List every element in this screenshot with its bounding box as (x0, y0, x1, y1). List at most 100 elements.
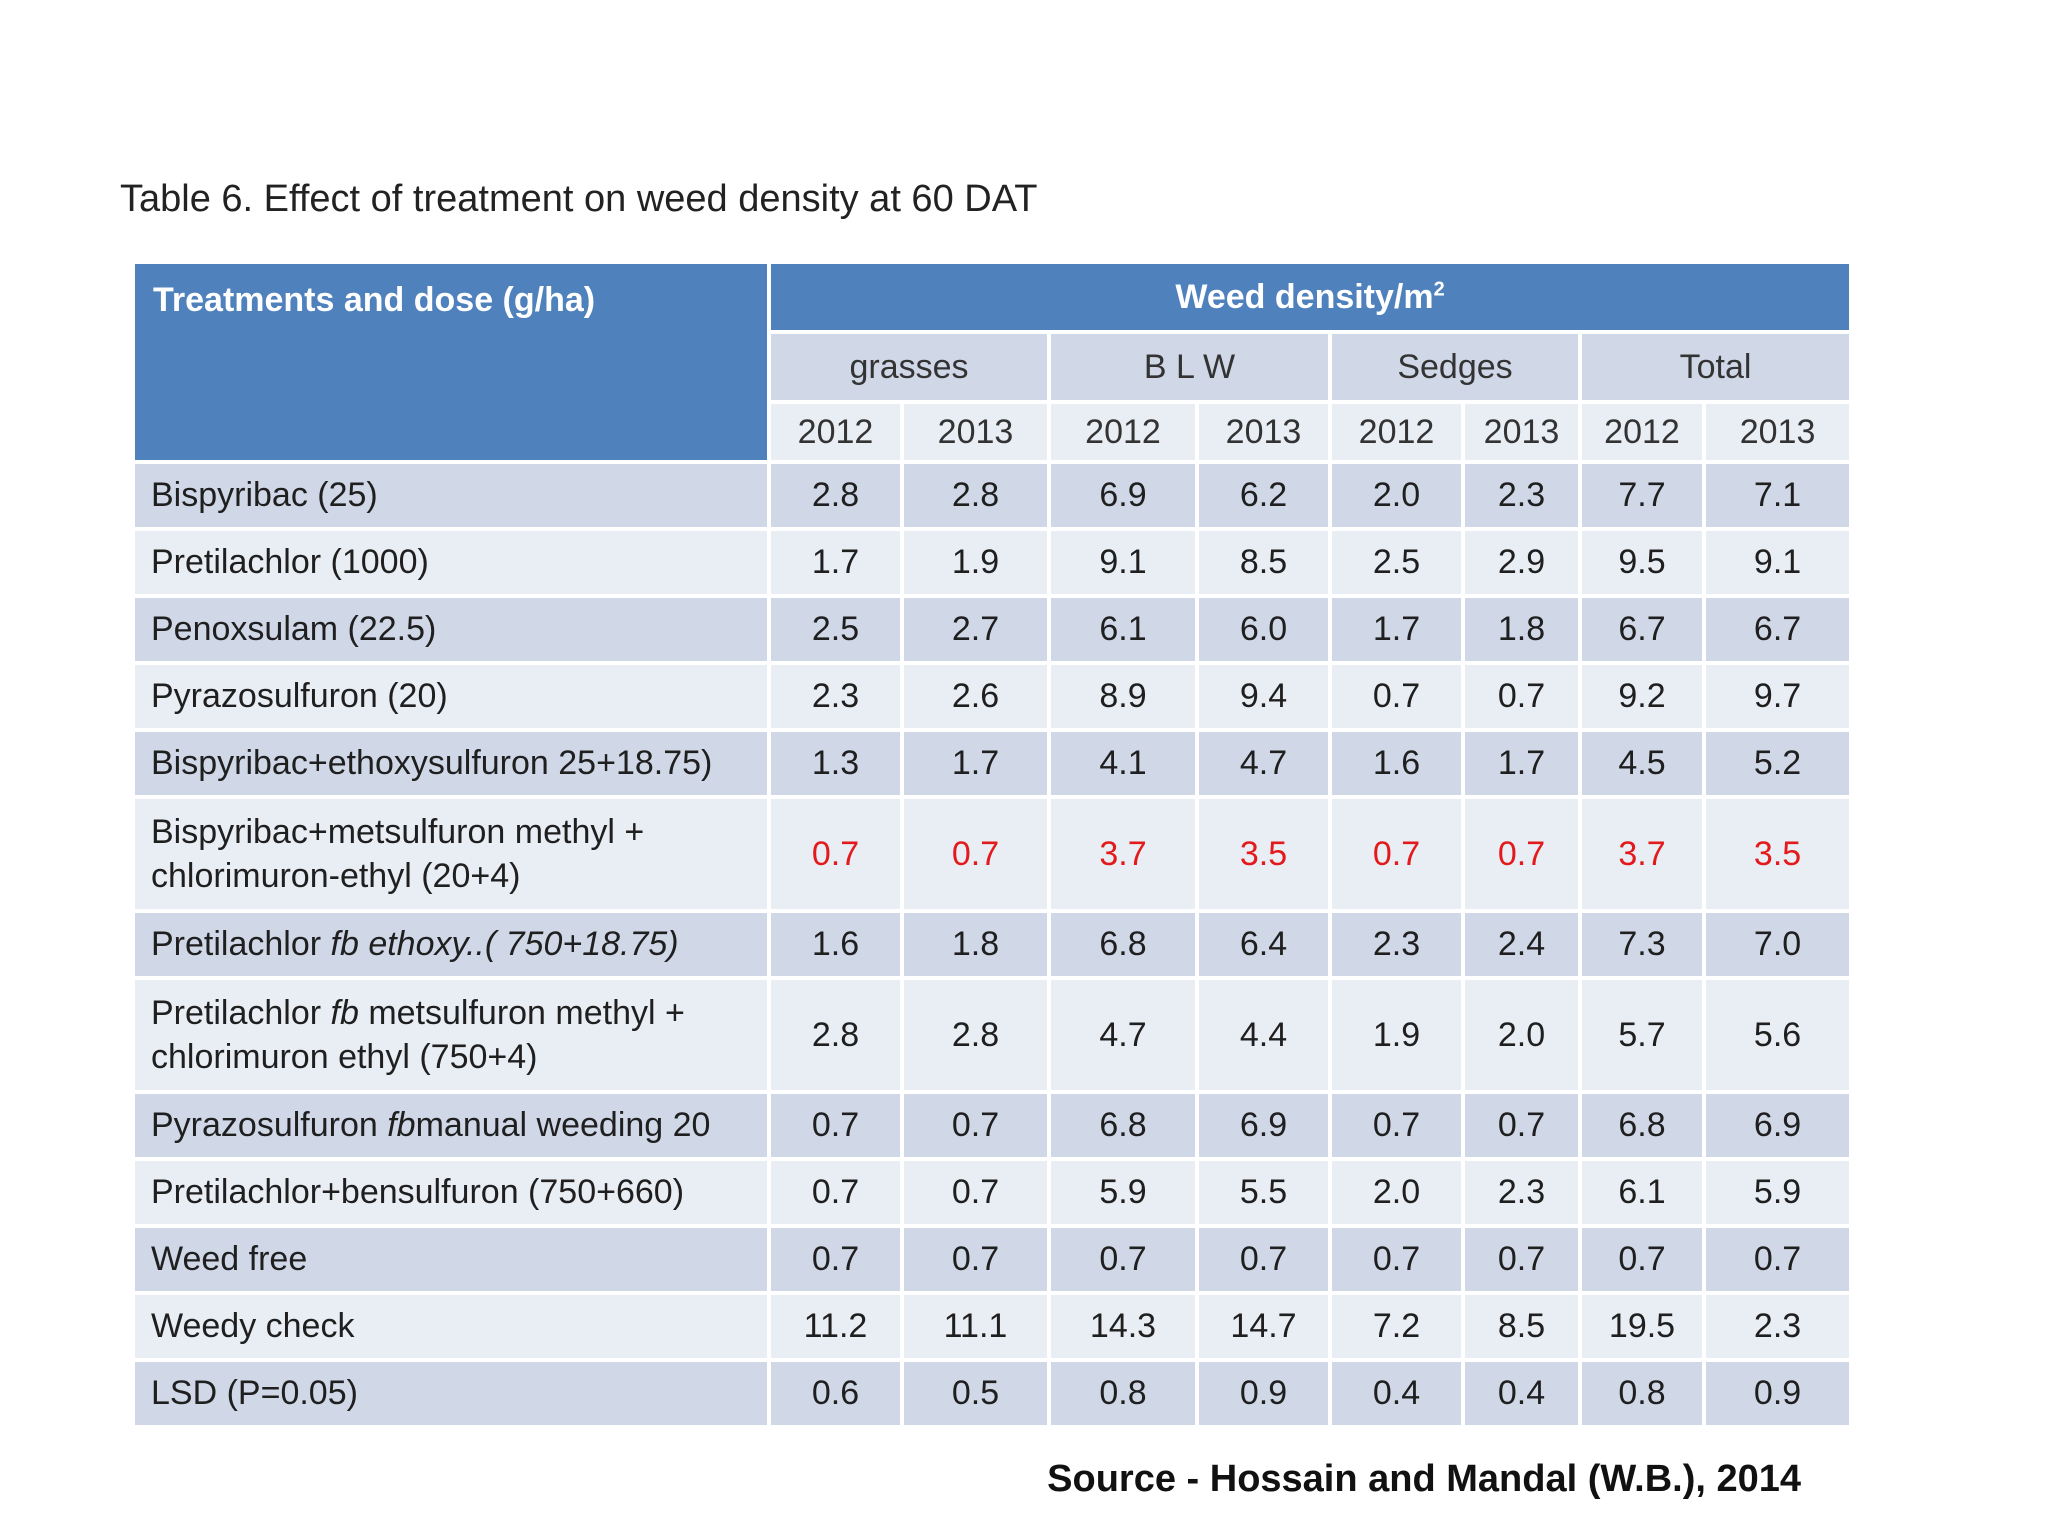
treatment-name-cell: Weed free (131, 1224, 771, 1295)
value-cell: 11.1 (900, 1291, 1051, 1362)
treatment-text: Bispyribac+ethoxysulfuron 25+18.75) (151, 744, 713, 783)
group-header-grasses: grasses (767, 330, 1051, 404)
value-cell: 3.5 (1195, 795, 1332, 913)
value-cell: 0.7 (1461, 795, 1582, 913)
value-cell: 2.0 (1328, 1157, 1465, 1228)
treatment-name-cell: Penoxsulam (22.5) (131, 594, 771, 665)
value-cell: 2.3 (767, 661, 904, 732)
weed-density-table: Treatments and dose (g/ha) Weed density/… (131, 260, 1854, 1429)
treatment-name-cell: Pretilachlor fb ethoxy..( 750+18.75) (131, 909, 771, 980)
value-cell: 0.7 (1328, 1090, 1465, 1161)
treatment-name-cell: Bispyribac+metsulfuron methyl + chlorimur… (131, 795, 771, 913)
treatment-text: Weed free (151, 1240, 308, 1279)
value-cell: 5.2 (1701, 728, 1854, 799)
group-header-total: Total (1577, 330, 1854, 404)
table-caption: Table 6. Effect of treatment on weed den… (120, 178, 1038, 220)
treatment-name-cell: Weedy check (131, 1291, 771, 1362)
value-cell: 0.7 (1461, 661, 1582, 732)
value-cell: 2.8 (900, 976, 1051, 1094)
value-cell: 0.7 (767, 1157, 904, 1228)
value-cell: 1.9 (1328, 976, 1465, 1094)
value-cell: 7.1 (1701, 460, 1854, 531)
treatment-name-cell: Pyrazosulfuron fbmanual weeding 20 (131, 1090, 771, 1161)
value-cell: 2.0 (1461, 976, 1582, 1094)
value-cell: 6.7 (1578, 594, 1706, 665)
value-cell: 2.8 (767, 976, 904, 1094)
treatment-text: Pretilachlor+bensulfuron (750+660) (151, 1173, 685, 1212)
year-header: 2012 (1578, 400, 1706, 464)
value-cell: 19.5 (1578, 1291, 1706, 1362)
value-cell: 6.9 (1047, 460, 1199, 531)
treatment-text: LSD (P=0.05) (151, 1374, 358, 1413)
value-cell: 6.4 (1195, 909, 1332, 980)
year-header: 2012 (1328, 400, 1465, 464)
weed-density-label: Weed density/m (1175, 277, 1434, 316)
treatment-text: Pyrazosulfuron (151, 1106, 388, 1145)
value-cell: 4.5 (1578, 728, 1706, 799)
header-row-main: Treatments and dose (g/ha) Weed density/… (131, 260, 1854, 464)
table-row: LSD (P=0.05) 0.6 0.5 0.8 0.9 0.4 0.4 0.8 0.9 (131, 1358, 1854, 1429)
value-cell: 2.3 (1461, 460, 1582, 531)
value-cell: 0.7 (1461, 1224, 1582, 1295)
value-cell: 8.5 (1195, 527, 1332, 598)
value-cell: 7.2 (1328, 1291, 1465, 1362)
year-header: 2013 (1195, 400, 1332, 464)
value-cell: 0.7 (900, 1090, 1051, 1161)
treatment-text: Bispyribac+metsulfuron methyl + (151, 812, 645, 851)
value-cell: 0.5 (900, 1358, 1051, 1429)
value-cell: 1.7 (900, 728, 1051, 799)
value-cell: 2.3 (1461, 1157, 1582, 1228)
value-cell: 0.7 (767, 1224, 904, 1295)
value-cell: 5.7 (1578, 976, 1706, 1094)
weed-density-header: Weed density/m2 (766, 260, 1854, 334)
value-cell: 0.9 (1195, 1358, 1332, 1429)
value-cell: 6.7 (1701, 594, 1854, 665)
value-cell: 9.5 (1578, 527, 1706, 598)
value-cell: 6.8 (1047, 909, 1199, 980)
value-cell: 1.7 (1328, 594, 1465, 665)
value-cell: 2.9 (1461, 527, 1582, 598)
treatment-text-line2: chlorimuron-ethyl (20+4) (151, 857, 521, 895)
year-header: 2013 (900, 400, 1051, 464)
value-cell: 0.7 (1328, 661, 1465, 732)
value-cell: 0.7 (767, 1090, 904, 1161)
treatment-name-cell: LSD (P=0.05) (131, 1358, 771, 1429)
value-cell: 2.8 (900, 460, 1051, 531)
value-cell: 2.6 (900, 661, 1051, 732)
value-cell: 8.5 (1461, 1291, 1582, 1362)
weed-density-superscript: 2 (1433, 278, 1445, 301)
group-header-sedges: Sedges (1328, 330, 1582, 404)
value-cell: 5.9 (1701, 1157, 1854, 1228)
table-row: Weed free 0.7 0.7 0.7 0.7 0.7 0.7 0.7 0.7 (131, 1224, 1854, 1295)
value-cell: 11.2 (767, 1291, 904, 1362)
value-cell: 1.8 (900, 909, 1051, 980)
value-cell: 4.7 (1047, 976, 1199, 1094)
value-cell: 0.7 (1328, 1224, 1465, 1295)
value-cell: 2.4 (1461, 909, 1582, 980)
treatment-name-cell: Bispyribac (25) (131, 460, 771, 531)
header-row-groups: grasses B L W Sedges Total (133, 330, 1854, 404)
treatment-text: metsulfuron methyl + (358, 993, 685, 1032)
value-cell: 0.7 (900, 1157, 1051, 1228)
treatment-text: Pretilachlor (151, 925, 331, 964)
value-cell: 0.6 (767, 1358, 904, 1429)
value-cell: 1.6 (767, 909, 904, 980)
value-cell: 6.0 (1195, 594, 1332, 665)
value-cell: 0.4 (1328, 1358, 1465, 1429)
value-cell: 5.6 (1701, 976, 1854, 1094)
value-cell: 2.8 (767, 460, 904, 531)
value-cell: 0.9 (1701, 1358, 1854, 1429)
treatment-text: Bispyribac (25) (151, 476, 378, 515)
value-cell: 3.7 (1578, 795, 1706, 913)
value-cell: 1.7 (1461, 728, 1582, 799)
value-cell: 6.9 (1195, 1090, 1332, 1161)
value-cell: 3.5 (1701, 795, 1854, 913)
value-cell: 0.7 (1195, 1224, 1332, 1295)
treatment-text: fb (387, 1106, 416, 1145)
value-cell: 0.7 (900, 1224, 1051, 1295)
treatment-text: fb ethoxy..( 750+18.75) (330, 925, 679, 964)
treatment-column-header: Treatments and dose (g/ha) (131, 260, 771, 464)
treatment-text: fb (330, 993, 359, 1032)
header-row-years: 2012 2013 2012 2013 2012 2013 2012 2013 (133, 400, 1854, 464)
value-cell: 2.7 (900, 594, 1051, 665)
